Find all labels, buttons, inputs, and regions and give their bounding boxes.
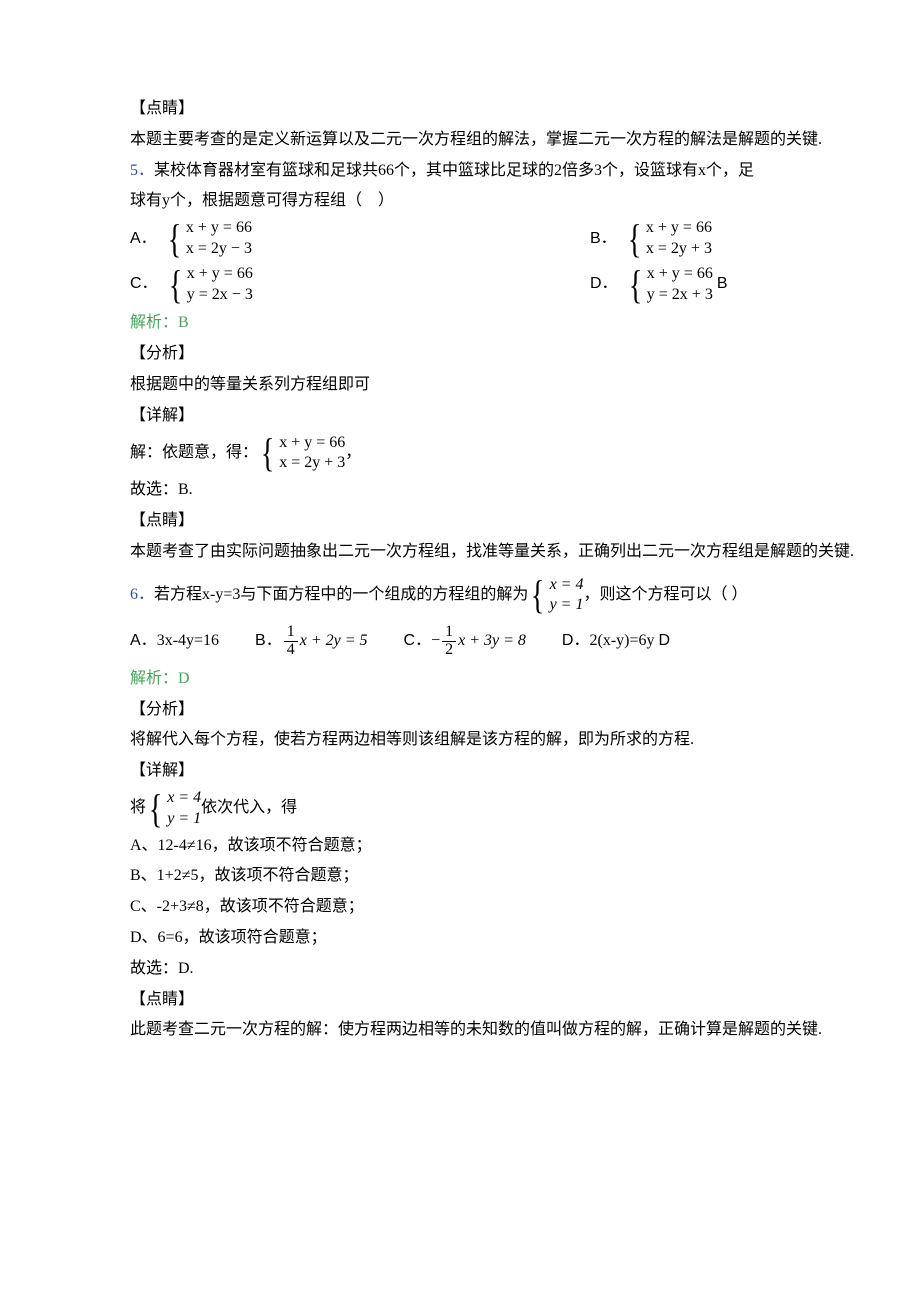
q5-jiexi-text: 解析：B	[130, 314, 189, 331]
q5-xiangjie-pre: 解：依题意，得：	[130, 439, 258, 468]
q5-sol-line2: x = 2y + 3	[279, 453, 345, 474]
q6-options-row: A． 3x-4y=16 B． 1 4 x + 2y = 5 C． − 1 2 x…	[130, 624, 920, 659]
q6-stem: 6． 若方程x-y=3与下面方程中的一个组成的方程组的解为 { x = 4 y …	[130, 575, 748, 617]
q6-option-c: C． − 1 2 x + 3y = 8	[404, 624, 526, 659]
q6-b-fraction: 1 4	[284, 624, 298, 659]
q6-check-c: C、-2+3≠8，故该项不符合题意；	[130, 893, 920, 922]
q5-option-b-label: B．	[590, 225, 617, 254]
q5-sol-tail: ，	[345, 439, 361, 468]
q6-a-text: 3x-4y=16	[157, 627, 219, 656]
q6-d-label: D．	[562, 627, 590, 656]
q5-dianjing-heading: 【点睛】	[130, 507, 920, 536]
q5-xiangjie-heading: 【详解】	[130, 402, 920, 431]
q5-guxuan: 故选：B.	[130, 476, 920, 505]
q5-stem-line1: 某校体育器材室有篮球和足球共66个，其中篮球比足球的2倍多3个，设篮球有x个，足	[154, 162, 754, 179]
q5-b-line1: x + y = 66	[646, 218, 712, 239]
q6-guxuan: 故选：D.	[130, 955, 920, 984]
q6-dianjing-text: 此题考查二元一次方程的解：使方程两边相等的未知数的值叫做方程的解，正确计算是解题…	[130, 1016, 920, 1045]
q5-option-a-label: A．	[130, 225, 157, 254]
q6-sub-line2: y = 1	[167, 809, 201, 830]
q6-check-d: D、6=6，故该项符合题意；	[130, 924, 920, 953]
q6-c-fraction: 1 2	[442, 624, 456, 659]
q5-d-line2: y = 2x + 3	[647, 285, 713, 306]
q6-d-answer-suffix: D	[659, 627, 671, 656]
q5-jiexi: 解析：B	[130, 309, 920, 338]
q6-c-frac-den: 2	[442, 642, 456, 659]
q5-option-d-label: D．	[590, 270, 618, 299]
q6-sys-line1: x = 4	[550, 575, 584, 596]
q5-option-a-system: { x + y = 66 x = 2y − 3	[165, 218, 252, 260]
q6-c-label: C．	[404, 627, 432, 656]
q5-solution-line: 解：依题意，得： { x + y = 66 x = 2y + 3 ，	[130, 433, 361, 475]
q5-option-d-system: { x + y = 66 y = 2x + 3	[626, 264, 713, 306]
brace-icon: {	[261, 433, 274, 473]
q6-fenxi-text: 将解代入每个方程，使若方程两边相等则该组解是该方程的解，即为所求的方程.	[130, 726, 920, 755]
brace-icon: {	[628, 265, 641, 305]
q6-c-neg: −	[431, 627, 440, 656]
q6-sub-pre: 将	[130, 794, 146, 823]
q6-option-d: D． 2(x-y)=6y D	[562, 627, 670, 656]
q6-d-text: 2(x-y)=6y	[589, 627, 654, 656]
q6-sub-line1: x = 4	[167, 788, 201, 809]
q5-options-row1: A． { x + y = 66 x = 2y − 3 B． { x + y = …	[130, 218, 920, 260]
q6-xiangjie-heading: 【详解】	[130, 757, 920, 786]
q6-number: 6．	[130, 581, 154, 610]
q6-fenxi-heading: 【分析】	[130, 696, 920, 725]
q5-stem-line2: 球有y个，根据题意可得方程组（ ）	[130, 187, 920, 216]
q4-dianjing-heading: 【点睛】	[130, 95, 920, 124]
q6-stem-system: { x = 4 y = 1	[528, 575, 583, 617]
q5-number: 5．	[130, 162, 154, 179]
q5-fenxi-heading: 【分析】	[130, 340, 920, 369]
q6-sub-post: 依次代入，得	[201, 794, 297, 823]
q6-option-a: A． 3x-4y=16	[130, 627, 219, 656]
q6-sub-system: { x = 4 y = 1	[146, 788, 201, 830]
q6-b-tail: x + 2y = 5	[300, 627, 368, 656]
q6-stem-post: ，则这个方程可以（ ）	[583, 581, 747, 610]
q5-c-line2: y = 2x − 3	[187, 285, 253, 306]
q5-sol-line1: x + y = 66	[279, 433, 345, 454]
q6-a-label: A．	[130, 627, 157, 656]
q6-c-frac-num: 1	[442, 624, 456, 642]
q5-stem: 5．某校体育器材室有篮球和足球共66个，其中篮球比足球的2倍多3个，设篮球有x个…	[130, 157, 920, 186]
q5-a-line2: x = 2y − 3	[186, 239, 252, 260]
q5-fenxi-text: 根据题中的等量关系列方程组即可	[130, 371, 920, 400]
brace-icon: {	[149, 789, 162, 829]
q6-jiexi-text: 解析：D	[130, 670, 190, 687]
q5-b-line2: x = 2y + 3	[646, 239, 712, 260]
q5-option-c-label: C．	[130, 270, 158, 299]
q4-dianjing-text: 本题主要考查的是定义新运算以及二元一次方程组的解法，掌握二元一次方程的解法是解题…	[130, 126, 920, 155]
q6-substitute-line: 将 { x = 4 y = 1 依次代入，得	[130, 788, 297, 830]
brace-icon: {	[531, 575, 544, 615]
q6-sys-line2: y = 1	[550, 595, 584, 616]
q6-check-b: B、1+2≠5，故该项不符合题意；	[130, 862, 920, 891]
q6-b-frac-den: 4	[284, 642, 298, 659]
brace-icon: {	[168, 219, 181, 259]
q6-option-b: B． 1 4 x + 2y = 5	[255, 624, 367, 659]
q6-check-a: A、12-4≠16，故该项不符合题意；	[130, 832, 920, 861]
q6-b-label: B．	[255, 627, 282, 656]
brace-icon: {	[168, 265, 181, 305]
q5-a-line1: x + y = 66	[186, 218, 252, 239]
q5-solution-system: { x + y = 66 x = 2y + 3	[258, 433, 345, 475]
q6-jiexi: 解析：D	[130, 665, 920, 694]
q5-d-answer-suffix: B	[717, 270, 728, 299]
q5-d-line1: x + y = 66	[647, 264, 713, 285]
q5-options-row2: C． { x + y = 66 y = 2x − 3 D． { x + y = …	[130, 264, 920, 306]
q5-option-c-system: { x + y = 66 y = 2x − 3	[166, 264, 253, 306]
brace-icon: {	[628, 219, 641, 259]
q5-dianjing-text: 本题考查了由实际问题抽象出二元一次方程组，找准等量关系，正确列出二元一次方程组是…	[130, 538, 920, 567]
q5-c-line1: x + y = 66	[187, 264, 253, 285]
q6-b-frac-num: 1	[284, 624, 298, 642]
q6-stem-pre: 若方程x-y=3与下面方程中的一个组成的方程组的解为	[154, 581, 528, 610]
q5-option-b-system: { x + y = 66 x = 2y + 3	[625, 218, 712, 260]
q6-dianjing-heading: 【点睛】	[130, 986, 920, 1015]
q6-c-tail: x + 3y = 8	[458, 627, 526, 656]
